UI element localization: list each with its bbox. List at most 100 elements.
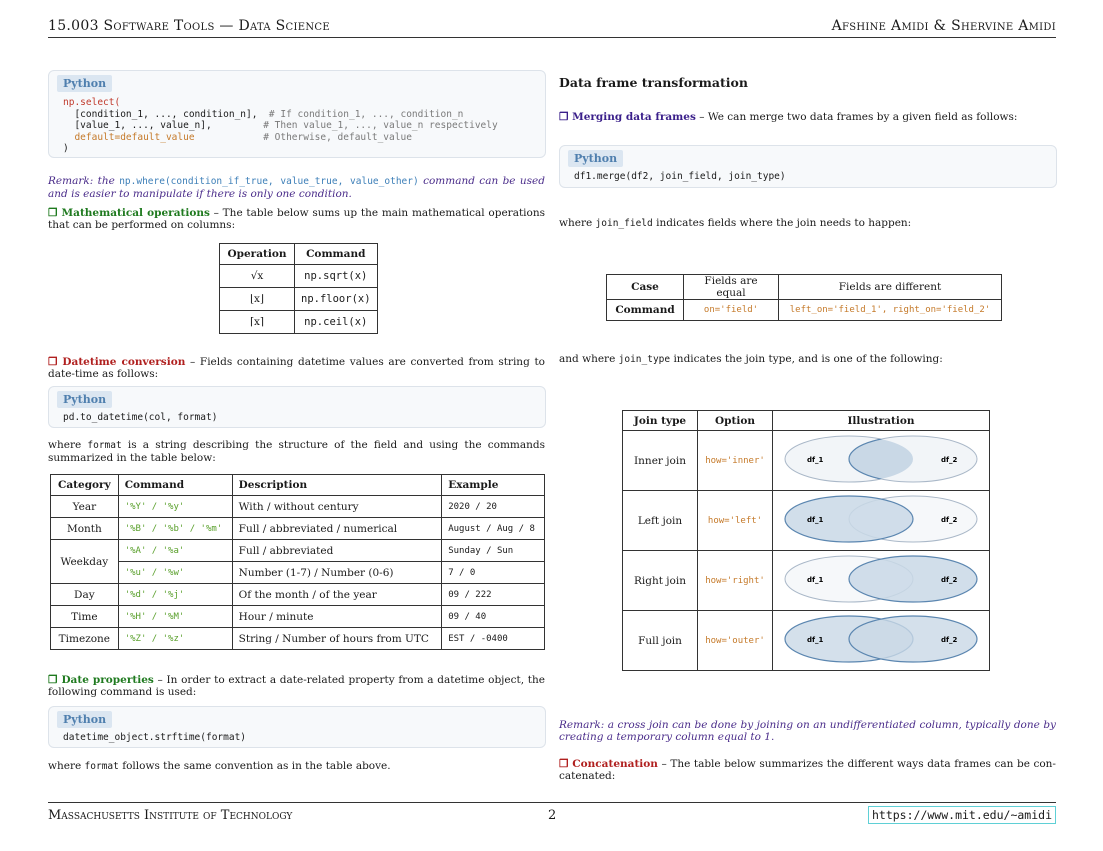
case-table: Case Fields are equal Fields are different… <box>606 274 1002 321</box>
code-line-2: [condition_1, ..., condition_n], <box>63 108 258 120</box>
fmt-example: Sunday / Sun <box>441 539 545 562</box>
join-field-pre: where <box>559 217 596 229</box>
square-bullet-icon: ❒ <box>48 674 62 686</box>
merging-title: Merging data frames <box>572 111 696 123</box>
venn-label-left: df_1 <box>807 636 824 644</box>
code-comment-2: # If condition_1, ..., condition_n <box>268 108 464 120</box>
join-header: Illustration <box>772 410 990 431</box>
code-tag: Python <box>568 150 624 167</box>
math-ops-text: – The table below sums up the main mathe… <box>48 207 545 231</box>
math-op: ⌊x⌋ <box>219 287 295 311</box>
date-code-block: Python datetime_object.strftime(format) <box>48 706 546 748</box>
date-props-paragraph: ❒ Date properties – In order to extract … <box>48 674 545 698</box>
fmt-header: Category <box>50 474 119 496</box>
math-op: √x <box>219 264 295 288</box>
join-type-cell: Left join <box>622 490 698 551</box>
format-post: is a string describing the structure of … <box>48 439 545 464</box>
date-after-pre: where <box>48 760 85 772</box>
fmt-header: Command <box>117 474 233 496</box>
fmt-description: Of the month / of the year <box>231 583 443 606</box>
select-code-block: Python np.select( [condition_1, ..., con… <box>48 70 546 158</box>
fmt-example: 2020 / 20 <box>441 495 545 518</box>
fmt-description: With / without century <box>231 495 443 518</box>
join-field-paragraph: where join_field indicates fields where … <box>559 217 1056 230</box>
math-cmd-text: np.floor(x) <box>301 293 371 305</box>
join-type-pre: and where <box>559 353 619 365</box>
page-number: 2 <box>548 808 557 823</box>
section-title: Data frame transformation <box>559 75 748 90</box>
venn-label-right: df_2 <box>941 456 958 464</box>
math-ops-title: Mathematical operations <box>61 207 210 219</box>
fmt-category: Weekday <box>50 539 119 584</box>
venn-cell: df_1 df_2 <box>772 550 990 611</box>
join-option-cell: how='left' <box>697 490 773 551</box>
code-comment-3: # Then value_1, ..., value_n respectivel… <box>263 120 498 131</box>
remark-np-where: Remark: the np.where(condition_if_true, … <box>48 175 545 200</box>
concat-title: Concatenation <box>572 758 658 770</box>
fmt-category: Year <box>50 495 119 518</box>
fmt-header: Example <box>441 474 545 496</box>
square-bullet-icon: ❒ <box>559 758 573 770</box>
square-bullet-icon: ❒ <box>48 207 62 219</box>
join-field-code: join_field <box>595 218 653 229</box>
fmt-example: 7 / 0 <box>441 561 545 584</box>
fmt-command: '%B' / '%b' / '%m' <box>117 517 233 540</box>
fmt-command: '%H' / '%M' <box>117 605 233 628</box>
case-header: Fields are equal <box>683 274 779 300</box>
footer-institution: Massachusetts Institute of Technology <box>48 808 293 823</box>
footer-url-link[interactable]: https://www.mit.edu/~amidi <box>867 806 1056 824</box>
fmt-description: Full / abbreviated <box>231 539 443 562</box>
fmt-category: Timezone <box>50 627 119 650</box>
format-paragraph: where format is a string describing the … <box>48 439 545 464</box>
fmt-category: Time <box>50 605 119 628</box>
math-ops-paragraph: ❒ Mathematical operations – The table be… <box>48 207 545 231</box>
code-line-1: np.select( <box>63 97 121 108</box>
join-type-cell: Full join <box>622 610 698 671</box>
venn-label-right: df_2 <box>941 576 958 584</box>
fmt-command: '%d' / '%j' <box>117 583 233 606</box>
code-tag: Python <box>57 391 113 408</box>
math-cmd: np.sqrt(x) <box>294 264 378 288</box>
fmt-command: '%A' / '%a' <box>117 539 233 562</box>
header-rule <box>48 37 1056 38</box>
date-code: datetime_object.strftime(format) <box>63 732 247 743</box>
case-row-label: Command <box>606 299 684 321</box>
venn-label-left: df_1 <box>807 576 824 584</box>
venn-inner-join: df_1 df_2 <box>784 435 978 483</box>
math-ops-table: Operation Command √x np.sqrt(x) ⌊x⌋ np.floo… <box>219 243 378 334</box>
code-tag: Python <box>57 711 113 728</box>
math-cmd-text: np.ceil(x) <box>304 316 368 328</box>
code-line-3: [value_1, ..., value_n], <box>63 120 212 131</box>
format-code: format <box>87 440 122 451</box>
venn-right-join: df_1 df_2 <box>784 555 978 603</box>
join-table: Join type Option Illustration Inner join ho… <box>622 410 990 671</box>
fmt-example: August / Aug / 8 <box>441 517 545 540</box>
square-bullet-icon: ❒ <box>559 111 573 123</box>
fmt-description: Hour / minute <box>231 605 443 628</box>
fmt-category: Day <box>50 583 119 606</box>
fmt-description: Number (1-7) / Number (0-6) <box>231 561 443 584</box>
datetime-paragraph: ❒ Datetime conversion – Fields containin… <box>48 356 545 380</box>
merge-code: df1.merge(df2, join_field, join_type) <box>574 171 786 182</box>
remark-pre: Remark: the <box>48 175 120 187</box>
fmt-command: '%u' / '%w' <box>117 561 233 584</box>
join-option-cell: how='inner' <box>697 430 773 491</box>
venn-label-right: df_2 <box>941 516 958 524</box>
merge-code-block: Python df1.merge(df2, join_field, join_t… <box>559 145 1057 188</box>
code-comment-4: # Otherwise, default_value <box>263 131 412 143</box>
footer-rule <box>48 802 1056 803</box>
venn-label-left: df_1 <box>807 516 824 524</box>
fmt-command: '%Y' / '%y' <box>117 495 233 518</box>
join-header: Join type <box>622 410 698 431</box>
date-props-text: – In order to extract a date-related pro… <box>48 674 545 698</box>
date-after-paragraph: where format follows the same convention… <box>48 760 545 773</box>
code-line-5: ) <box>63 143 69 154</box>
datetime-text: – Fields containing datetime values are … <box>48 356 545 380</box>
math-header-operation: Operation <box>219 243 295 265</box>
datetime-title: Datetime conversion <box>62 356 186 368</box>
join-header: Option <box>697 410 773 431</box>
fmt-command: '%Z' / '%z' <box>117 627 233 650</box>
join-type-cell: Inner join <box>622 430 698 491</box>
case-header: Case <box>606 274 684 300</box>
join-type-post: indicates the join type, and is one of t… <box>670 353 943 365</box>
